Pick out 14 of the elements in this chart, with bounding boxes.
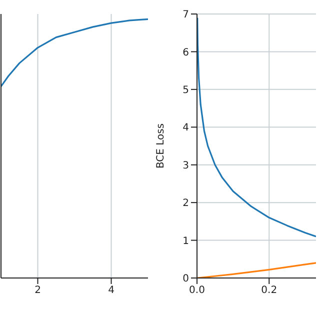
y-tick-label: 2 (182, 198, 189, 210)
y-tick-label: 7 (182, 10, 189, 21)
x-tick-label: 2 (34, 285, 41, 296)
x-tick-label: 4 (108, 285, 114, 296)
y-tick-label: 6 (182, 47, 189, 58)
y-tick-label: 5 (182, 84, 189, 96)
y-tick-label: 0 (182, 274, 189, 285)
line-series (197, 16, 316, 238)
x-tick-label: 0.0 (189, 285, 205, 296)
y-tick-label: 1 (182, 236, 189, 247)
x-tick-label: 0.2 (261, 285, 278, 296)
y-tick-label: 3 (182, 160, 189, 172)
y-axis-title: BCE Loss (156, 123, 167, 169)
y-tick-label: 4 (182, 122, 189, 134)
